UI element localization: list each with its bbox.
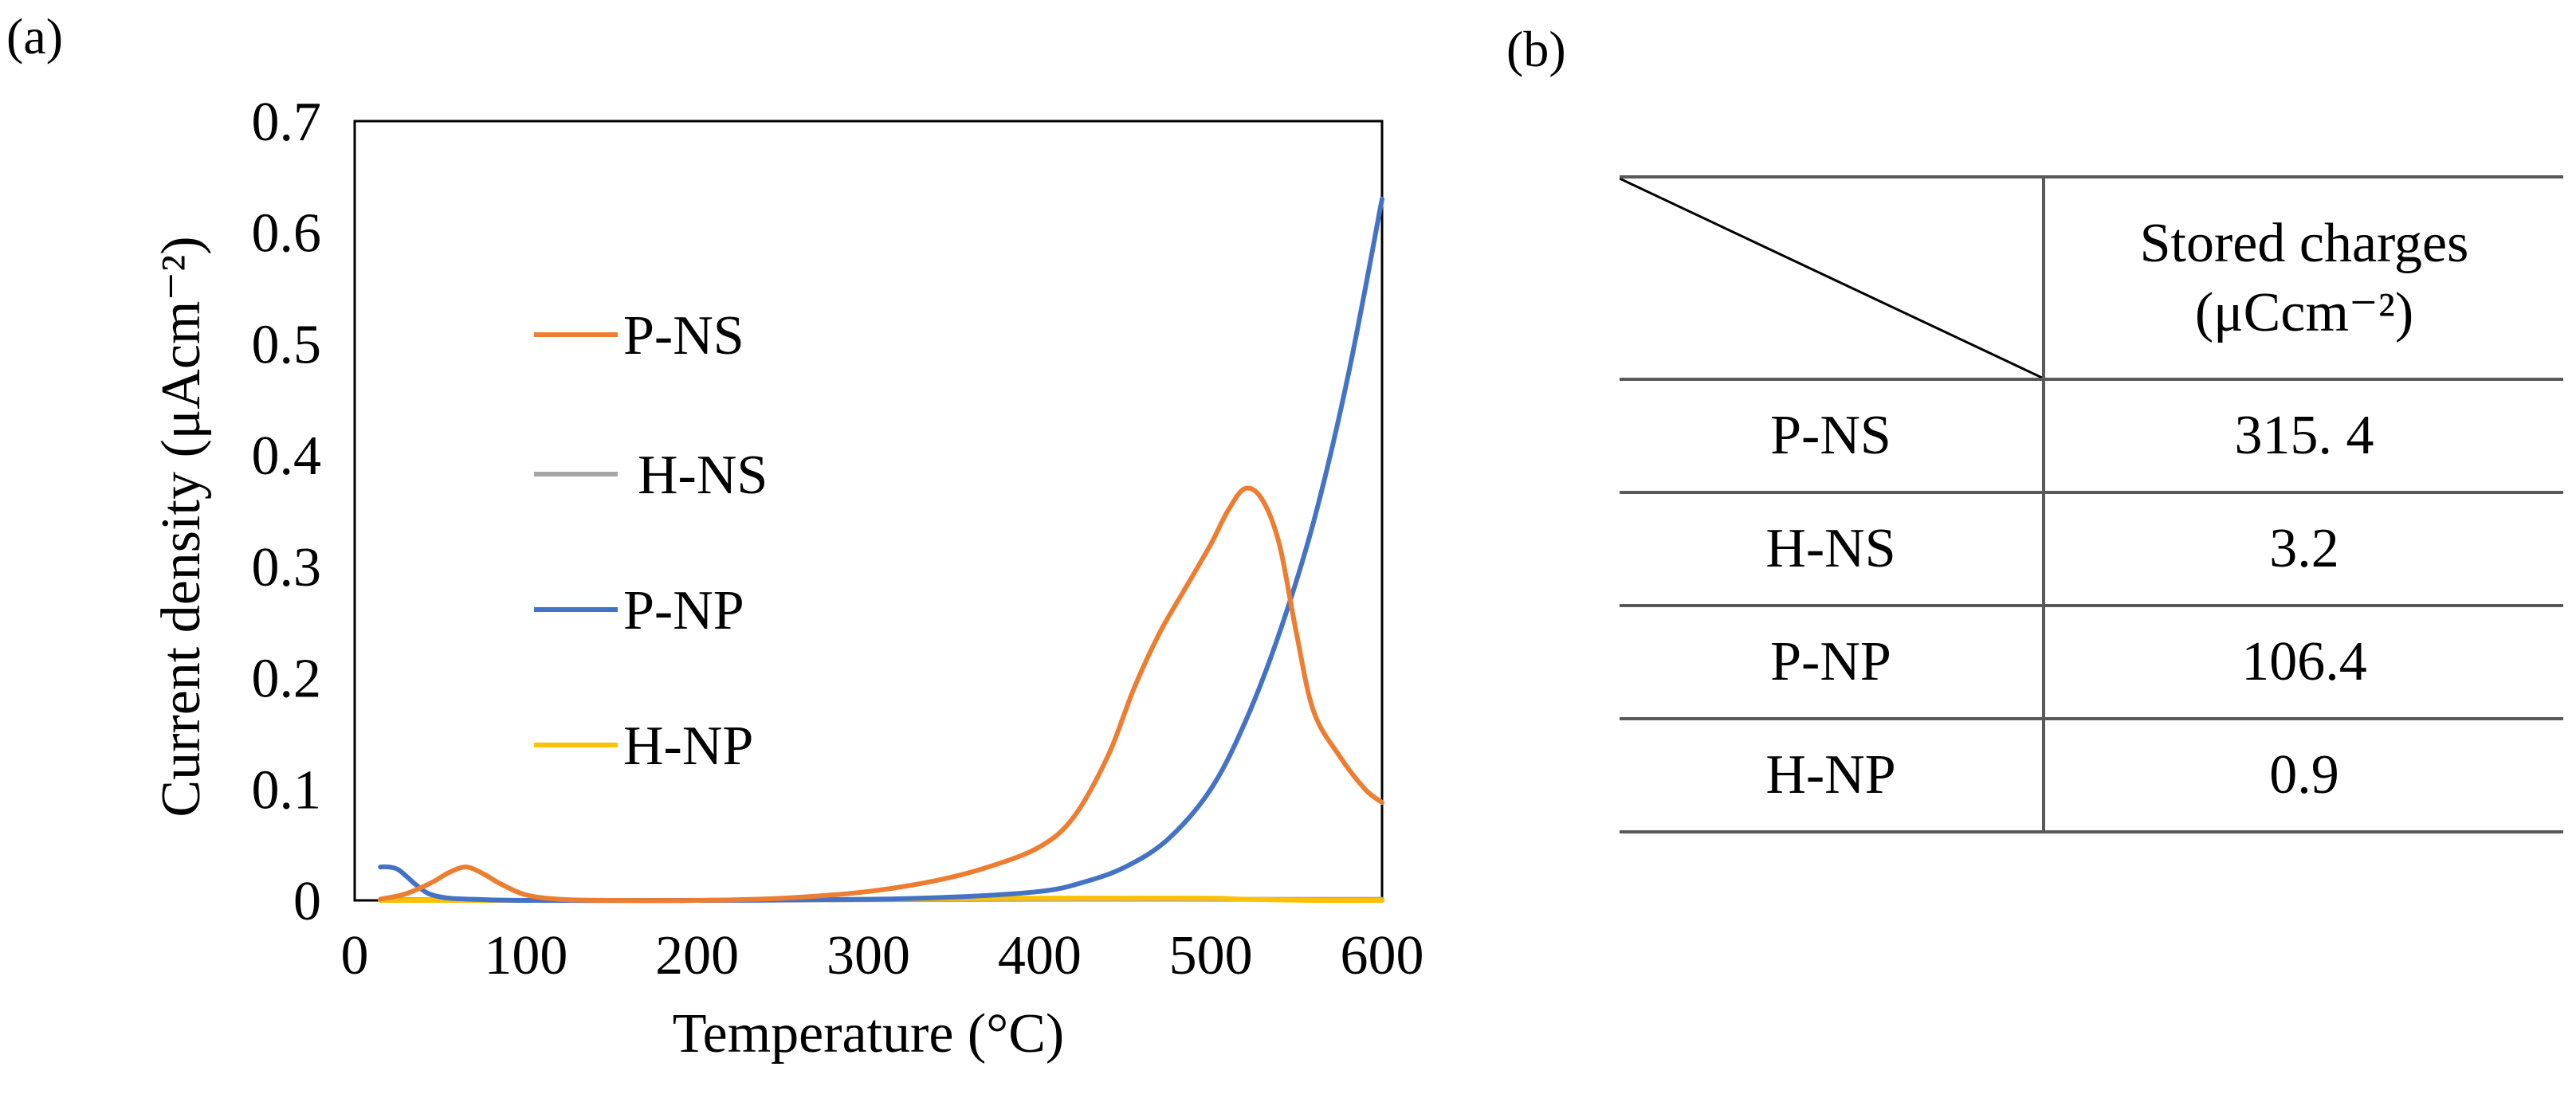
legend-label-p-np: P-NP <box>623 580 744 641</box>
current-density-chart: 0 100 200 300 400 500 600 0 0.1 0.2 0.3 0.4 0.5 0.6 0.… <box>151 92 1424 1065</box>
y-tick-label: 0.5 <box>252 314 322 375</box>
table-header-cell: Stored charges (μCcm⁻²) <box>2042 175 2563 381</box>
x-tick-label: 500 <box>1169 925 1253 986</box>
x-tick-label: 400 <box>998 925 1082 986</box>
y-tick-label: 0.2 <box>252 649 322 710</box>
value-cell: 3.2 <box>2042 491 2563 607</box>
sample-cell: H-NS <box>1620 491 2045 607</box>
table-row: P-NP 106.4 <box>1620 604 2563 720</box>
y-tick-label: 0.4 <box>252 425 322 487</box>
legend-label-h-ns: H-NS <box>638 445 768 506</box>
series-line-p-np <box>378 196 1384 904</box>
stored-charges-table: Stored charges (μCcm⁻²) P-NS 315. 4 H-NS… <box>1620 175 2563 833</box>
header-line2: (μCcm⁻²) <box>2194 282 2414 343</box>
header-line1: Stored charges <box>2139 212 2469 274</box>
x-tick-label: 300 <box>827 925 910 986</box>
y-tick-label: 0.7 <box>252 92 322 153</box>
legend-label-h-np: H-NP <box>623 716 753 777</box>
x-axis-title: Temperature (°C) <box>673 1003 1064 1065</box>
series-line-p-ns <box>378 485 1384 904</box>
y-tick-label: 0 <box>293 871 321 932</box>
panel-b-label: (b) <box>1506 21 1566 77</box>
y-tick-label: 0.6 <box>252 203 322 265</box>
y-tick-label: 0.1 <box>252 759 322 821</box>
sample-cell: H-NP <box>1620 717 2045 833</box>
legend-label-p-ns: P-NS <box>623 305 744 367</box>
x-tick-label: 600 <box>1341 925 1424 986</box>
panel-a-label: (a) <box>6 8 64 65</box>
table-row: H-NS 3.2 <box>1620 491 2563 607</box>
table-row: H-NP 0.9 <box>1620 717 2563 833</box>
x-tick-label: 100 <box>484 925 567 986</box>
sample-cell: P-NP <box>1620 604 2045 720</box>
corner-diagonal <box>1620 178 2042 378</box>
x-tick-label: 0 <box>341 925 369 986</box>
value-cell: 0.9 <box>2042 717 2563 833</box>
table-row: P-NS 315. 4 <box>1620 378 2563 494</box>
value-cell: 315. 4 <box>2042 378 2563 494</box>
table-header-row: Stored charges (μCcm⁻²) <box>1620 175 2563 381</box>
y-axis-title: Current density (μAcm⁻²) <box>151 236 212 817</box>
y-tick-label: 0.3 <box>252 537 322 598</box>
x-tick-label: 200 <box>655 925 739 986</box>
table-corner-cell <box>1620 175 2045 381</box>
value-cell: 106.4 <box>2042 604 2563 720</box>
sample-cell: P-NS <box>1620 378 2045 494</box>
